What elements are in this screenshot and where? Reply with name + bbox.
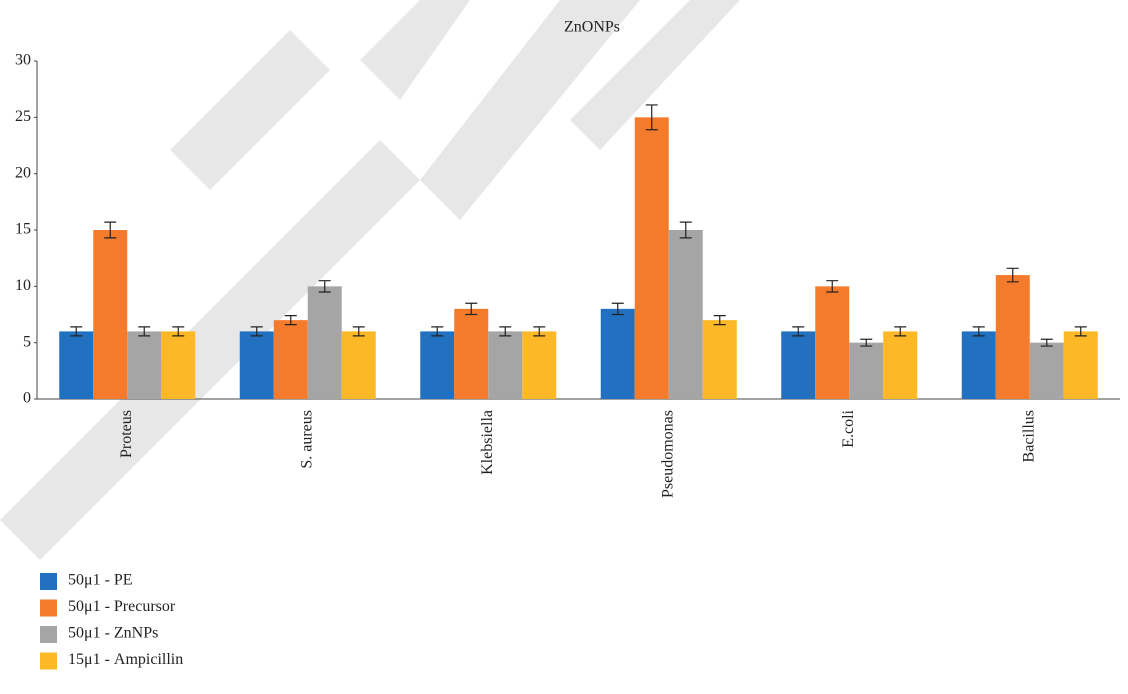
bar — [454, 308, 489, 399]
error-bar — [499, 326, 512, 337]
error-bar — [318, 280, 331, 293]
bar — [995, 275, 1030, 399]
error-bar — [104, 221, 117, 239]
y-tick-label: 20 — [15, 164, 31, 181]
error-bar — [352, 326, 365, 337]
legend-label: 50μ1 - ZnNPs — [68, 625, 158, 642]
error-bar — [284, 315, 297, 326]
error-bar — [1040, 338, 1053, 347]
bar — [702, 320, 737, 399]
error-bar — [431, 326, 444, 337]
legend-swatch — [40, 599, 57, 617]
error-bar — [1006, 267, 1019, 283]
error-bar — [792, 326, 805, 337]
y-tick-label: 30 — [15, 52, 31, 69]
x-tick-label: Klebsiella — [479, 410, 496, 475]
error-bar — [533, 326, 546, 337]
bar — [127, 331, 162, 399]
bar — [273, 320, 308, 399]
error-bar — [826, 280, 839, 293]
error-bar — [172, 326, 185, 337]
bar — [668, 230, 703, 399]
bar — [600, 308, 635, 399]
legend-label: 50μ1 - Precursor — [68, 598, 176, 615]
bar — [883, 331, 918, 399]
error-bar — [679, 221, 692, 239]
x-tick-label: Pseudomonas — [659, 410, 676, 498]
error-bar — [713, 315, 726, 326]
x-tick-label: S. aureus — [298, 410, 315, 469]
bar — [341, 331, 376, 399]
error-bar — [645, 104, 658, 131]
legend-swatch — [40, 573, 57, 590]
legend-swatch — [40, 652, 57, 670]
legend-label: 50μ1 - PE — [68, 572, 133, 589]
bar — [961, 331, 996, 399]
bar — [488, 331, 523, 399]
legend-swatch — [40, 626, 57, 643]
bar — [307, 286, 342, 399]
legend-label: 15μ1 - Ampicillin — [68, 651, 183, 668]
x-tick-label: Proteus — [118, 410, 135, 458]
bar — [781, 331, 816, 399]
bar — [420, 331, 455, 399]
bar — [93, 230, 128, 399]
error-bar — [860, 338, 873, 347]
chart-title: ZnONPs — [564, 19, 620, 36]
bar — [815, 286, 850, 399]
y-tick-label: 25 — [15, 108, 31, 125]
bar — [522, 331, 557, 399]
error-bar — [138, 326, 151, 337]
error-bar — [972, 326, 985, 337]
error-bar — [1074, 326, 1087, 337]
bar — [161, 331, 196, 399]
bar — [59, 331, 94, 399]
y-tick-label: 15 — [15, 221, 31, 238]
bar — [849, 342, 884, 399]
error-bar — [250, 326, 263, 337]
watermark — [0, 0, 740, 560]
error-bar — [70, 326, 83, 337]
bar — [1029, 342, 1064, 399]
bar — [634, 117, 669, 399]
x-tick-label: E.coli — [840, 409, 857, 447]
error-bar — [611, 302, 624, 316]
x-tick-label: Bacillus — [1020, 410, 1037, 462]
error-bar — [465, 302, 478, 316]
y-tick-label: 0 — [23, 390, 31, 407]
y-tick-label: 5 — [23, 333, 31, 350]
error-bar — [894, 326, 907, 337]
bar — [1063, 331, 1098, 399]
bar — [239, 331, 274, 399]
y-tick-label: 10 — [15, 277, 31, 294]
